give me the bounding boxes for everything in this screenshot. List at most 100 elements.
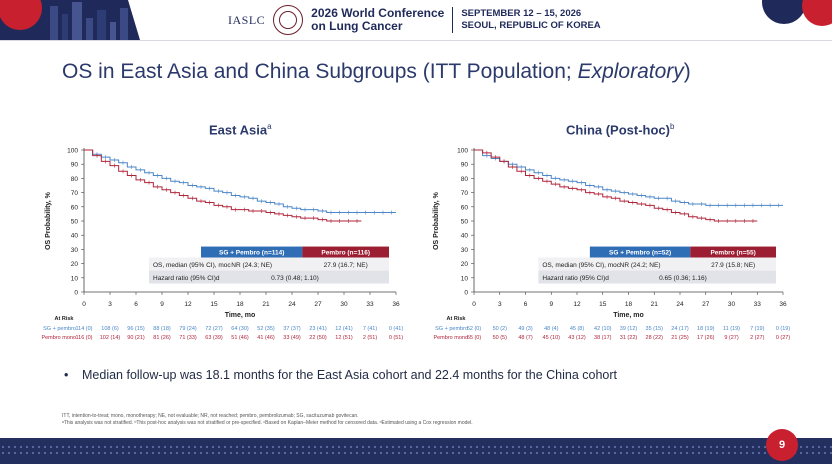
china-at-risk-pembro-value: 50 (5) bbox=[493, 335, 508, 341]
china-median-row-bg bbox=[538, 257, 776, 271]
header-divider bbox=[452, 7, 454, 33]
east-asia-ytick-label: 70 bbox=[71, 190, 79, 197]
east-asia-at-risk-pembro-value: 0 (51) bbox=[389, 335, 404, 341]
conference-branding: IASLC 2026 World Conference on Lung Canc… bbox=[228, 4, 601, 36]
china-ytick-label: 30 bbox=[461, 247, 469, 254]
east-asia-xtick-label: 21 bbox=[262, 301, 270, 308]
east-asia-xtick-label: 27 bbox=[314, 301, 322, 308]
china-at-risk-pembro-label: Pembro mono bbox=[433, 335, 468, 341]
china-ytick-label: 20 bbox=[461, 261, 469, 268]
east-asia-median-sg: NR (24.3; NE) bbox=[231, 262, 272, 269]
east-asia-at-risk-sg-value: 64 (30) bbox=[231, 326, 249, 332]
conference-dates: SEPTEMBER 12 – 15, 2026 SEOUL, REPUBLIC … bbox=[461, 8, 600, 32]
panel-title-china-sup: b bbox=[670, 122, 675, 131]
conference-name-line2: on Lung Cancer bbox=[311, 19, 403, 33]
east-asia-at-risk-pembro-value: 116 (0) bbox=[75, 335, 92, 341]
china-at-risk-pembro-value: 43 (12) bbox=[568, 335, 586, 341]
east-asia-ytick-label: 50 bbox=[71, 219, 79, 226]
china-at-risk-pembro-value: 31 (22) bbox=[620, 335, 638, 341]
east-asia-legend-sg-bg bbox=[201, 246, 303, 258]
east-asia-at-risk-pembro-value: 63 (39) bbox=[205, 335, 223, 341]
east-asia-ytick-label: 40 bbox=[71, 233, 79, 240]
east-asia-at-risk-sg-value: 88 (18) bbox=[153, 326, 171, 332]
east-asia-at-risk-pembro-value: 22 (50) bbox=[309, 335, 327, 341]
east-asia-at-risk-pembro-value: 41 (46) bbox=[257, 335, 275, 341]
east-asia-at-risk-pembro-value: 2 (51) bbox=[363, 335, 378, 341]
seoul-seal-icon bbox=[273, 5, 304, 35]
east-asia-at-risk-pembro-value: 90 (21) bbox=[127, 335, 145, 341]
china-at-risk-pembro-value: 48 (7) bbox=[518, 335, 533, 341]
east-asia-curve-sg-pembro bbox=[84, 149, 396, 213]
china-ytick-label: 70 bbox=[461, 190, 469, 197]
china-hr-row-bg bbox=[538, 270, 776, 284]
east-asia-at-risk-sg-value: 79 (24) bbox=[179, 326, 197, 332]
east-asia-y-axis-title: OS Probability, % bbox=[45, 191, 52, 250]
east-asia-ytick-label: 100 bbox=[67, 148, 78, 155]
header-decoration-right bbox=[762, 0, 832, 40]
china-xtick-label: 36 bbox=[779, 301, 787, 308]
china-xtick-label: 15 bbox=[599, 301, 607, 308]
china-at-risk-sg-value: 39 (12) bbox=[620, 326, 638, 332]
east-asia-at-risk-sg-value: 12 (41) bbox=[335, 326, 353, 332]
china-at-risk-pembro-value: 0 (27) bbox=[776, 335, 791, 341]
footnotes: ITT, intention-to-treat; mono, monothera… bbox=[62, 413, 473, 427]
east-asia-at-risk-sg-value: 72 (27) bbox=[205, 326, 223, 332]
east-asia-xtick-label: 18 bbox=[236, 301, 244, 308]
bullet-dot-icon: • bbox=[64, 368, 69, 382]
east-asia-ytick-label: 90 bbox=[71, 162, 79, 169]
china-at-risk-title: At Risk bbox=[447, 316, 467, 322]
china-legend-pembro: Pembro (n=55) bbox=[710, 249, 755, 256]
east-asia-ytick-label: 0 bbox=[74, 290, 78, 297]
china-at-risk-sg-value: 11 (19) bbox=[723, 326, 740, 332]
east-asia-hr-value: 0.73 (0.48; 1.10) bbox=[271, 275, 319, 282]
header-decoration-left bbox=[0, 0, 150, 40]
header-rule bbox=[0, 40, 832, 41]
china-legend-pembro-bg bbox=[690, 246, 776, 258]
east-asia-xtick-label: 30 bbox=[340, 301, 348, 308]
east-asia-xtick-label: 0 bbox=[82, 301, 86, 308]
china-xtick-label: 3 bbox=[498, 301, 502, 308]
china-xtick-label: 6 bbox=[524, 301, 528, 308]
china-at-risk-sg-value: 24 (17) bbox=[671, 326, 689, 332]
conference-location: SEOUL, REPUBLIC OF KOREA bbox=[461, 20, 601, 31]
china-at-risk-sg-value: 45 (8) bbox=[570, 326, 585, 332]
slide-title-italic: Exploratory bbox=[577, 60, 684, 83]
east-asia-at-risk-sg-value: 96 (15) bbox=[127, 326, 145, 332]
china-at-risk-pembro-value: 9 (27) bbox=[724, 335, 739, 341]
east-asia-xtick-label: 6 bbox=[134, 301, 138, 308]
east-asia-at-risk-sg-value: 52 (35) bbox=[257, 326, 275, 332]
east-asia-ytick-label: 20 bbox=[71, 261, 79, 268]
slide-title: OS in East Asia and China Subgroups (ITT… bbox=[62, 60, 691, 84]
east-asia-at-risk-pembro-label: Pembro mono bbox=[41, 335, 76, 341]
east-asia-ytick-label: 60 bbox=[71, 204, 79, 211]
china-at-risk-pembro-value: 17 (26) bbox=[697, 335, 715, 341]
east-asia-ytick-label: 30 bbox=[71, 247, 79, 254]
east-asia-xtick-label: 12 bbox=[184, 301, 192, 308]
east-asia-xtick-label: 15 bbox=[210, 301, 218, 308]
conference-name: 2026 World Conference on Lung Cancer bbox=[311, 7, 444, 33]
east-asia-median-label: OS, median (95% CI), moc bbox=[153, 262, 231, 269]
panel-title-china-text: China (Post-hoc) bbox=[566, 122, 670, 138]
china-xtick-label: 12 bbox=[573, 301, 581, 308]
followup-bullet: • Median follow-up was 18.1 months for th… bbox=[64, 368, 617, 382]
east-asia-xtick-label: 9 bbox=[160, 301, 164, 308]
china-at-risk-sg-value: 42 (10) bbox=[594, 326, 612, 332]
china-xtick-label: 27 bbox=[702, 301, 710, 308]
iaslc-logo-text: IASLC bbox=[228, 12, 266, 27]
china-at-risk-pembro-value: 55 (0) bbox=[467, 335, 482, 341]
conference-dates-line1: SEPTEMBER 12 – 15, 2026 bbox=[461, 8, 582, 19]
china-at-risk-sg-value: 49 (3) bbox=[518, 326, 533, 332]
east-asia-at-risk-pembro-value: 71 (33) bbox=[179, 335, 197, 341]
china-hr-label: Hazard ratio (95% CI)d bbox=[542, 275, 609, 282]
footer-dot-pattern bbox=[0, 444, 832, 456]
east-asia-at-risk-pembro-value: 102 (14) bbox=[100, 335, 121, 341]
east-asia-hr-row-bg bbox=[149, 270, 389, 284]
east-asia-ytick-label: 80 bbox=[71, 176, 79, 183]
china-at-risk-sg-value: 48 (4) bbox=[544, 326, 559, 332]
panel-title-china: China (Post-hoc)b bbox=[566, 122, 674, 137]
china-xtick-label: 18 bbox=[625, 301, 633, 308]
china-legend-sg-bg bbox=[589, 246, 691, 258]
slide-title-end: ) bbox=[683, 60, 691, 83]
east-asia-at-risk-title: At Risk bbox=[55, 316, 75, 322]
china-ytick-label: 90 bbox=[461, 162, 469, 169]
